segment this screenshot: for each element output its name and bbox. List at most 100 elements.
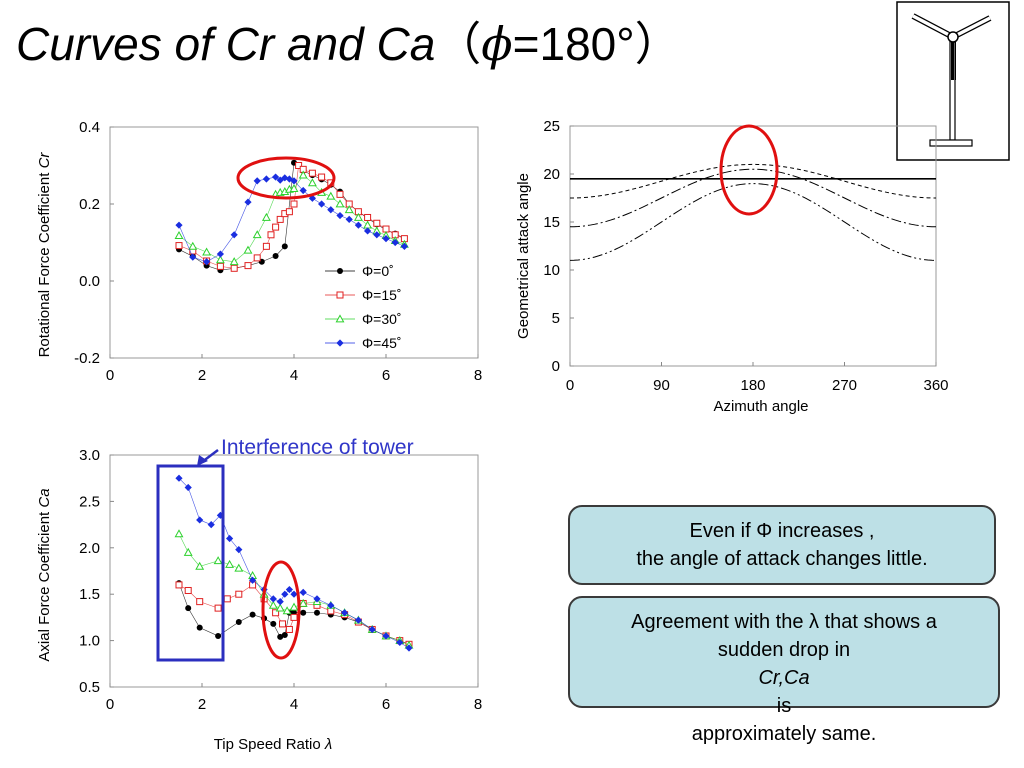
legend-label-2: Φ=30˚ [362,311,402,327]
geo-ytick-label: 25 [543,118,560,135]
legend-label-3: Φ=45˚ [362,335,402,351]
cr-point-s2 [326,191,336,200]
cr-point-s2 [188,241,198,250]
cr-point-s3 [272,173,280,181]
ca-point-s2 [234,563,244,572]
ca-ytick-label: 1.5 [79,586,100,603]
geo-xtick-label: 270 [832,377,857,394]
cr-point-s1 [318,173,326,181]
ca-point-s3 [285,585,293,594]
ca-point-s3 [249,576,257,584]
cr-xtick-label: 0 [106,367,114,384]
geo-ytick-label: 20 [543,166,560,183]
cr-xtick-label: 2 [198,367,206,384]
callout2-line2: sudden drop in Cr,Ca is [717,639,851,717]
cr-point-s3 [203,258,211,266]
cr-series-line-0 [178,162,405,271]
ca-ytick-label: 3.0 [79,447,100,464]
ca-point-s3 [235,546,243,554]
cr-point-s0 [272,252,279,259]
ca-point-s1 [290,613,298,621]
cr-highlight-ellipse [236,156,336,200]
cr-point-s1 [267,231,275,239]
ca-point-s3 [354,616,362,624]
geo-xlabel: Azimuth angle [713,398,808,415]
cr-point-s3 [308,194,316,202]
cr-point-s0 [281,243,288,250]
ca-point-s2 [183,547,193,556]
cr-point-s3 [354,221,362,229]
ca-point-s2 [282,606,292,615]
ca-point-s2 [195,561,205,570]
callout1-line2: the angle of attack changes little. [636,548,928,570]
ca-point-s2 [213,556,223,565]
cr-point-s2 [289,183,299,192]
ca-point-s1 [223,595,231,603]
ca-point-s3 [396,638,404,647]
ca-point-s0 [281,632,288,639]
ca-point-s1 [285,625,293,633]
cr-point-s1 [230,264,238,272]
ca-point-s3 [276,598,284,606]
ca-point-s0 [249,611,256,618]
cr-point-s1 [276,215,284,223]
tower-annotation: Interference of tower [221,436,414,459]
geo-series-line-3 [569,183,937,261]
ca-point-s1 [235,590,243,598]
geo-highlight-ellipse [719,124,779,216]
geo-xtick-label: 90 [653,377,670,394]
geo-plot-area [569,125,937,367]
cr-point-s3 [285,175,293,183]
cr-point-s3 [262,175,270,183]
ca-point-s2 [225,559,235,568]
cr-ytick-label: -0.2 [74,350,100,367]
cr-point-s3 [253,177,261,185]
cr-point-s2 [215,255,225,264]
ca-point-s3 [196,516,204,524]
ca-point-s1 [214,604,222,612]
cr-point-s2 [335,199,345,208]
ca-point-s2 [289,602,299,611]
cr-point-s2 [229,257,239,266]
cr-point-s3 [189,253,197,261]
cr-point-s2 [174,230,184,239]
title-phi-symbol: ϕ [481,17,513,71]
cr-chart: 0 2 4 6 8 -0.2 0.0 0.2 0.4 [74,119,482,384]
cr-point-s1 [373,219,381,227]
cr-legend: Φ=0˚ Φ=15˚ Φ=30˚ Φ=45˚ [325,263,402,351]
title-text: Curves of Cr and Ca [16,18,436,70]
cr-ylabel: Rotational Force Coefficient Cr [36,152,53,358]
cr-point-s1 [285,208,293,216]
ca-xlabel: Tip Speed Ratio λ [214,736,333,753]
ca-point-s0 [314,609,320,616]
cr-point-s3 [281,174,289,182]
cr-point-s1 [272,223,280,231]
ca-point-s0 [185,605,192,612]
ca-point-s3 [341,609,349,617]
cr-point-s3 [345,215,353,223]
ca-point-s3 [290,590,298,598]
geo-series-line-1 [569,163,937,199]
cr-point-s3 [230,231,238,239]
callout2-line1: Agreement with the λ that shows a [631,611,937,633]
annotation-arrow-icon [197,455,208,466]
cr-point-s3 [382,235,390,243]
cr-point-s3 [290,177,298,185]
cr-point-s2 [353,212,363,221]
ca-xtick-label: 4 [290,696,298,713]
cr-point-s3 [400,242,408,250]
ca-point-s1 [184,586,192,594]
cr-point-s3 [244,198,252,206]
ca-point-s0 [196,624,203,631]
ca-point-s3 [281,590,289,598]
ca-ytick-label: 0.5 [79,679,100,696]
legend-marker-1 [336,291,344,299]
ca-point-s1 [279,620,286,628]
ca-point-s2 [268,600,278,609]
ca-xtick-label: 6 [382,696,390,713]
legend-marker-3 [336,339,344,347]
ca-ytick-label: 2.5 [79,493,100,510]
ca-plot-area [109,454,479,688]
ca-point-s3 [368,625,376,634]
callout1-line1: Even if Φ increases , [689,520,875,542]
